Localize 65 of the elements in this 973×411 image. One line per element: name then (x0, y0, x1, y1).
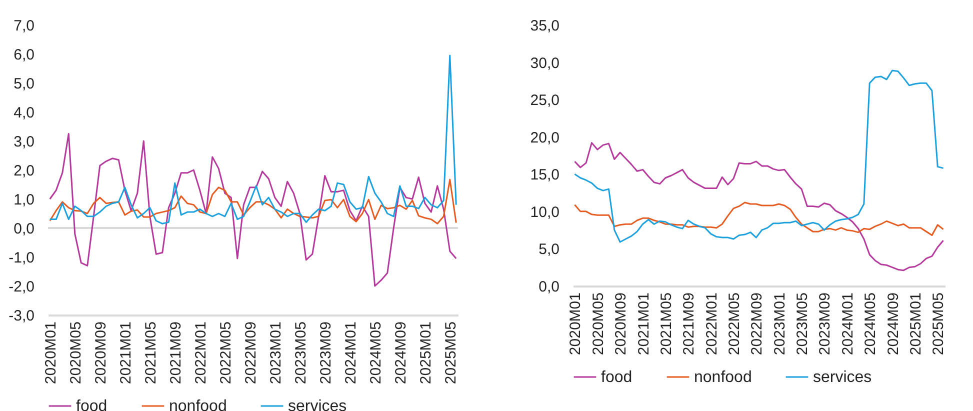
legend-label: services (813, 369, 872, 386)
line-series (574, 202, 944, 236)
y-tick-label: 5,0 (14, 76, 34, 92)
y-tick-label: 20,0 (530, 129, 560, 146)
y-tick-label: -2,0 (8, 278, 34, 296)
x-tick-label: 2024M01 (839, 292, 856, 356)
y-tick-label: 4,0 (14, 104, 34, 122)
x-tick-label: 2021M09 (167, 322, 184, 384)
legend-label: nonfood (169, 398, 227, 411)
y-tick-label: 7,0 (14, 18, 34, 34)
x-tick-label: 2020M01 (567, 292, 584, 356)
x-tick-label: 2022M05 (217, 322, 234, 384)
line-series (49, 133, 457, 287)
x-tick-label: 2022M01 (192, 322, 210, 384)
line-series (49, 54, 457, 224)
legend-label: services (288, 398, 347, 411)
x-tick-label: 2021M05 (658, 292, 675, 356)
x-tick-label: 2024M09 (392, 322, 410, 384)
x-tick-label: 2025M01 (907, 292, 924, 356)
line-series (574, 142, 944, 272)
y-tick-label: 0,0 (14, 220, 34, 238)
x-tick-label: 2024M01 (342, 322, 360, 384)
x-tick-label: 2020M05 (67, 322, 84, 384)
x-tick-label: 2023M05 (292, 322, 310, 384)
x-tick-label: 2024M09 (884, 292, 902, 356)
line-series (574, 70, 944, 243)
x-tick-label: 2022M01 (703, 292, 720, 356)
x-tick-label: 2021M01 (635, 292, 652, 356)
y-tick-label: -3,0 (8, 308, 34, 324)
y-tick-label: 0,0 (538, 278, 560, 296)
x-tick-label: 2023M09 (816, 292, 834, 356)
legend-label: food (601, 369, 632, 386)
x-tick-label: 2024M05 (862, 292, 880, 356)
x-tick-label: 2021M05 (142, 322, 160, 384)
y-tick-label: 5,0 (538, 241, 560, 258)
legend-label: food (76, 398, 108, 411)
x-tick-label: 2025M05 (442, 322, 460, 384)
x-tick-label: 2020M05 (590, 292, 607, 356)
x-tick-label: 2020M09 (92, 322, 110, 384)
x-tick-label: 2025M05 (930, 292, 948, 356)
line-series (49, 178, 457, 224)
legend-label: nonfood (694, 369, 752, 386)
y-tick-label: 25,0 (530, 92, 560, 110)
y-tick-label: 3,0 (14, 134, 34, 150)
x-tick-label: 2021M09 (680, 292, 698, 356)
x-tick-label: 2023M09 (317, 322, 334, 384)
y-tick-label: 10,0 (530, 204, 560, 221)
y-tick-label: 35,0 (530, 18, 560, 34)
x-tick-label: 2023M01 (267, 322, 284, 384)
y-tick-label: 6,0 (14, 46, 34, 64)
x-tick-label: 2022M05 (726, 292, 743, 356)
x-tick-label: 2025M01 (417, 322, 434, 384)
x-tick-label: 2020M09 (612, 292, 630, 356)
x-tick-label: 2023M01 (771, 292, 788, 356)
y-tick-label: 2,0 (14, 162, 34, 180)
y-tick-label: -1,0 (8, 250, 34, 266)
x-tick-label: 2021M01 (117, 322, 134, 384)
x-tick-label: 2024M05 (367, 322, 384, 384)
y-tick-label: 30,0 (530, 54, 560, 72)
x-tick-label: 2022M09 (748, 292, 766, 356)
y-tick-label: 15,0 (530, 166, 560, 184)
x-tick-label: 2020M01 (42, 322, 60, 384)
x-tick-label: 2022M09 (242, 322, 260, 384)
x-tick-label: 2023M05 (794, 292, 812, 356)
y-tick-label: 1,0 (14, 192, 34, 208)
